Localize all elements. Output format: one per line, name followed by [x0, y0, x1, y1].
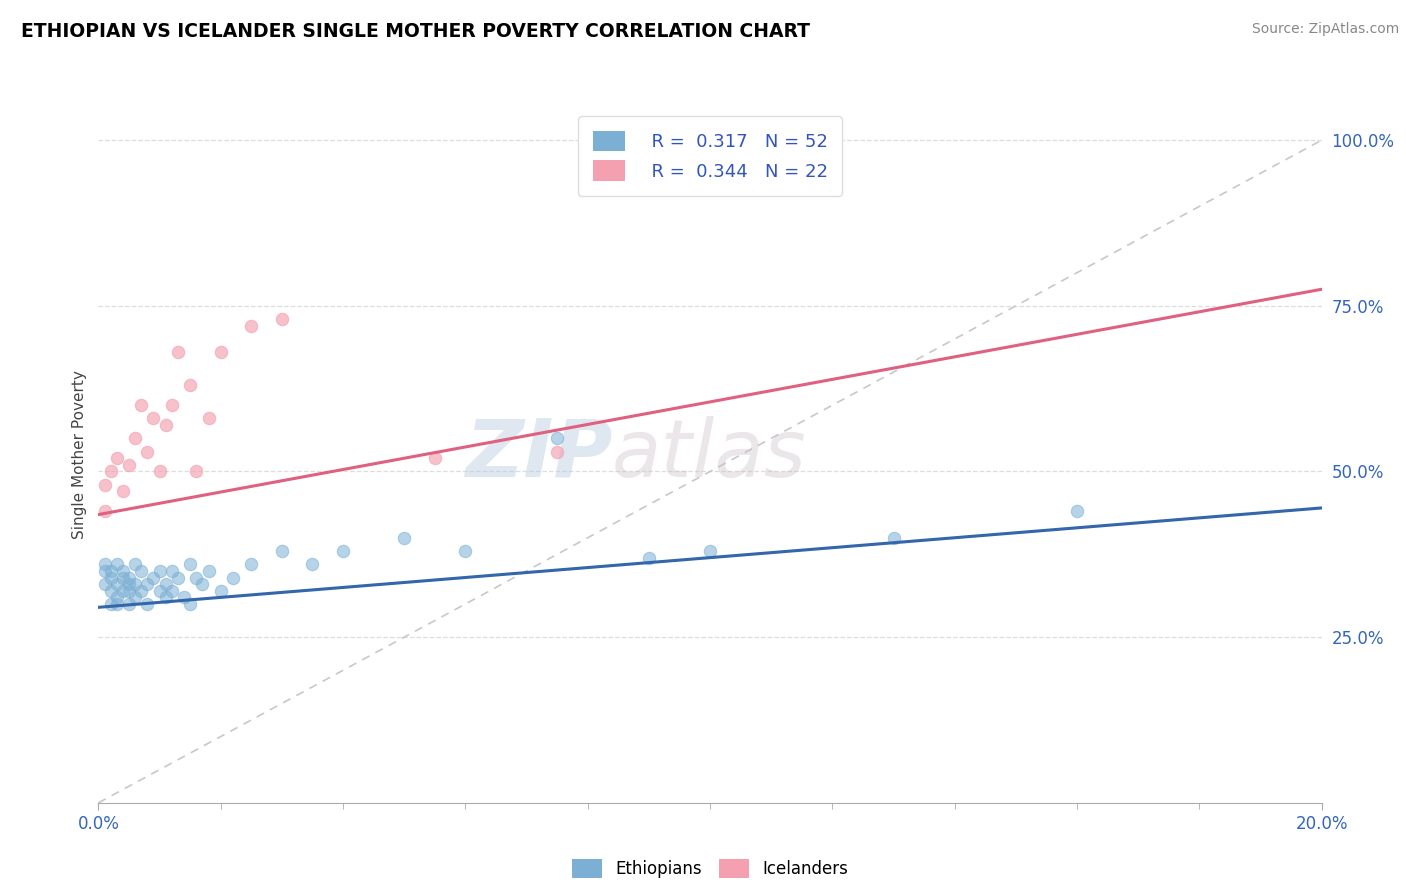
- Point: [111, 570, 134, 584]
- Point: [332, 544, 354, 558]
- Point: [100, 465, 122, 479]
- Point: [392, 531, 416, 545]
- Point: [100, 597, 122, 611]
- Point: [105, 591, 128, 605]
- Point: [118, 583, 141, 598]
- Point: [136, 444, 159, 458]
- Text: ETHIOPIAN VS ICELANDER SINGLE MOTHER POVERTY CORRELATION CHART: ETHIOPIAN VS ICELANDER SINGLE MOTHER POV…: [21, 22, 810, 41]
- Point: [179, 558, 201, 572]
- Point: [100, 564, 122, 578]
- Point: [637, 550, 661, 565]
- Point: [105, 558, 128, 572]
- Point: [270, 312, 292, 326]
- Point: [167, 570, 190, 584]
- Point: [160, 564, 183, 578]
- Point: [197, 411, 219, 425]
- Point: [173, 591, 195, 605]
- Point: [160, 398, 183, 412]
- Point: [883, 531, 905, 545]
- Point: [124, 577, 146, 591]
- Point: [142, 411, 165, 425]
- Point: [118, 458, 141, 472]
- Point: [699, 544, 721, 558]
- Point: [155, 418, 177, 433]
- Text: Source: ZipAtlas.com: Source: ZipAtlas.com: [1251, 22, 1399, 37]
- Point: [167, 345, 190, 359]
- Point: [155, 577, 177, 591]
- Point: [129, 564, 152, 578]
- Point: [149, 564, 172, 578]
- Point: [197, 564, 219, 578]
- Point: [111, 583, 134, 598]
- Point: [105, 451, 128, 466]
- Point: [209, 345, 232, 359]
- Point: [111, 484, 134, 499]
- Point: [93, 477, 115, 491]
- Text: ZIP: ZIP: [465, 416, 612, 494]
- Point: [118, 570, 141, 584]
- Point: [1066, 504, 1088, 518]
- Point: [179, 378, 201, 392]
- Text: atlas: atlas: [612, 416, 807, 494]
- Point: [93, 577, 115, 591]
- Point: [118, 597, 141, 611]
- Point: [301, 558, 323, 572]
- Point: [111, 564, 134, 578]
- Point: [209, 583, 232, 598]
- Point: [270, 544, 292, 558]
- Point: [136, 577, 159, 591]
- Point: [93, 558, 115, 572]
- Point: [124, 431, 146, 445]
- Point: [100, 583, 122, 598]
- Point: [142, 570, 165, 584]
- Point: [124, 558, 146, 572]
- Point: [186, 465, 208, 479]
- Point: [546, 444, 568, 458]
- Point: [136, 597, 159, 611]
- Point: [423, 451, 446, 466]
- Point: [100, 570, 122, 584]
- Y-axis label: Single Mother Poverty: Single Mother Poverty: [72, 370, 87, 540]
- Point: [105, 577, 128, 591]
- Point: [191, 577, 214, 591]
- Point: [105, 597, 128, 611]
- Point: [93, 564, 115, 578]
- Point: [155, 591, 177, 605]
- Point: [124, 591, 146, 605]
- Legend: Ethiopians, Icelanders: Ethiopians, Icelanders: [565, 853, 855, 885]
- Point: [129, 398, 152, 412]
- Point: [546, 431, 568, 445]
- Point: [93, 504, 115, 518]
- Point: [129, 583, 152, 598]
- Point: [454, 544, 477, 558]
- Point: [179, 597, 201, 611]
- Point: [160, 583, 183, 598]
- Point: [240, 558, 263, 572]
- Point: [222, 570, 245, 584]
- Point: [240, 318, 263, 333]
- Point: [118, 577, 141, 591]
- Point: [149, 583, 172, 598]
- Point: [186, 570, 208, 584]
- Point: [149, 465, 172, 479]
